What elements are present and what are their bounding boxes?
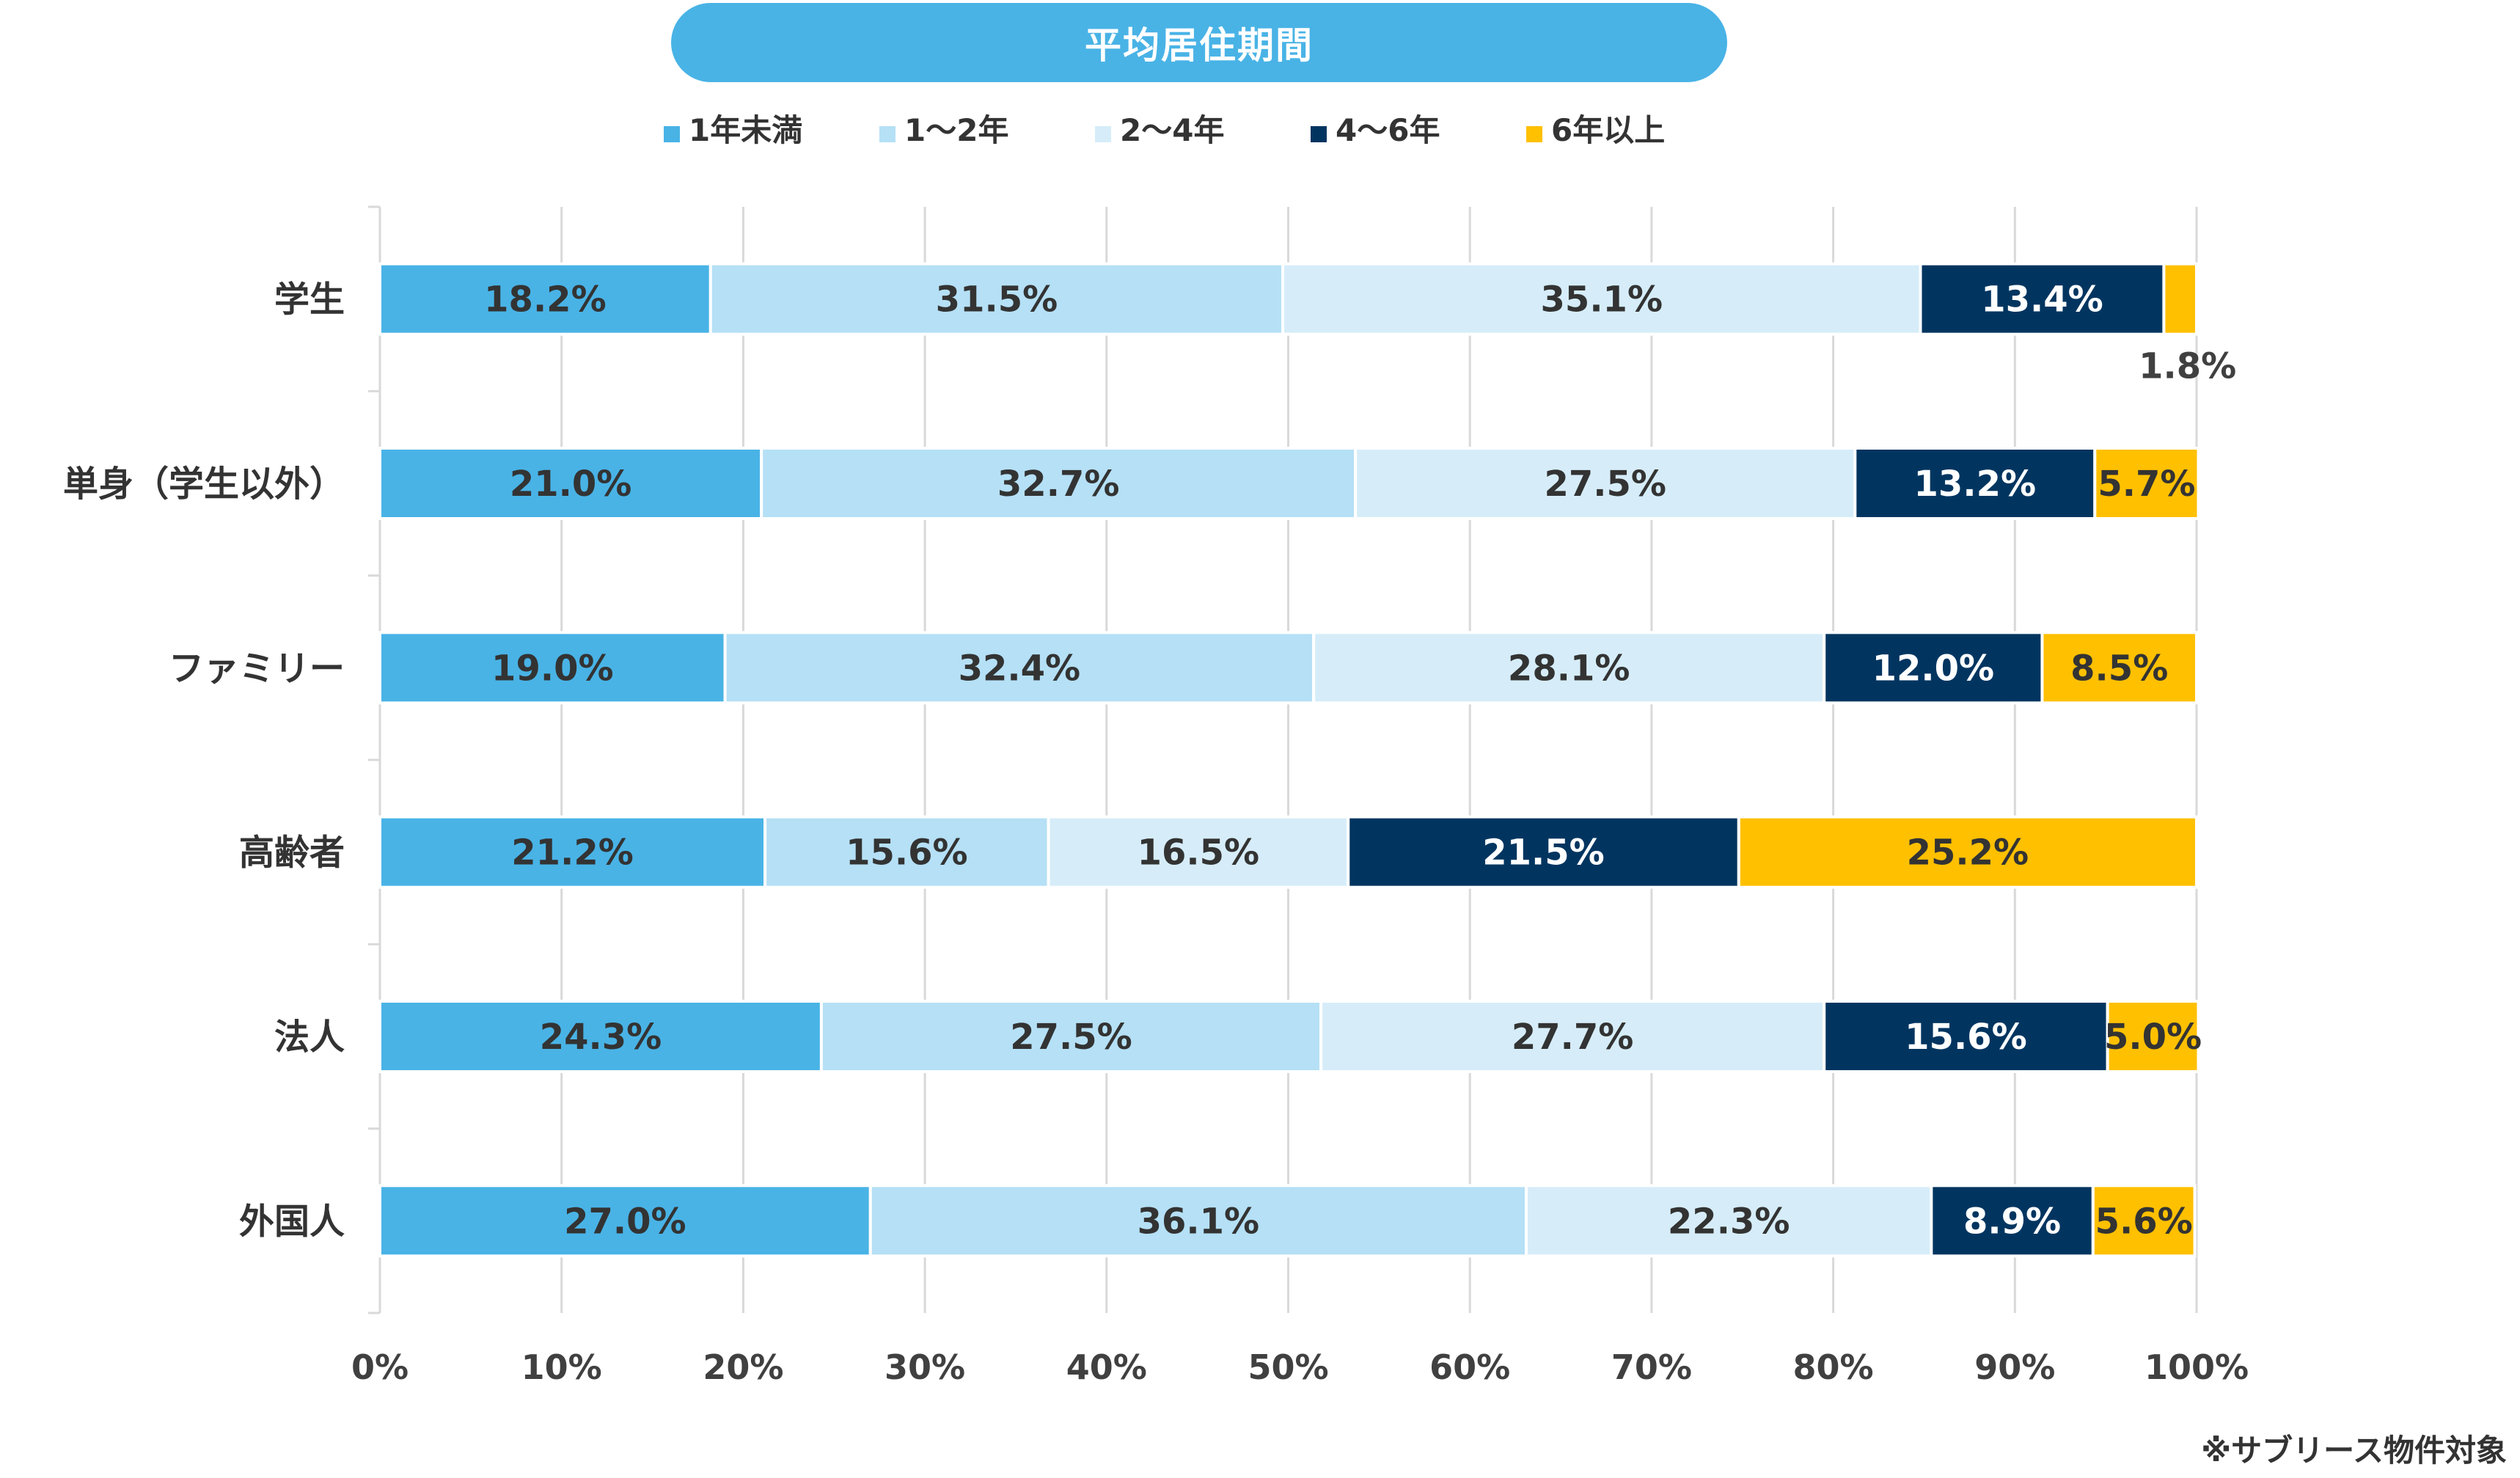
category-label: 法人 <box>274 1017 345 1058</box>
bar-segment <box>708 262 1285 336</box>
data-label: 27.5% <box>1544 464 1666 505</box>
data-label: 13.2% <box>1914 464 2037 505</box>
data-label: 5.0% <box>2104 1017 2202 1058</box>
bar-segment <box>1853 447 2097 520</box>
footnote: ※サブリース物件対象 <box>2201 1433 2507 1468</box>
bar-segment <box>819 1000 1323 1073</box>
data-label: 22.3% <box>1668 1201 1790 1242</box>
bar-segment <box>2040 631 2199 705</box>
data-label: 13.4% <box>1981 279 2103 321</box>
bar-segment <box>760 447 1358 520</box>
data-label: 25.2% <box>1907 833 2029 874</box>
category-label: 学生 <box>274 279 345 321</box>
x-tick-label: 80% <box>1793 1347 1874 1387</box>
data-label: 12.0% <box>1872 648 1995 689</box>
x-tick-label: 50% <box>1248 1347 1328 1387</box>
x-tick-label: 10% <box>521 1347 602 1387</box>
legend-label: 1年未満 <box>689 112 802 148</box>
legend-swatch <box>879 126 895 142</box>
data-label: 18.2% <box>484 279 607 321</box>
bar-segment <box>378 815 767 889</box>
data-label: 21.0% <box>510 464 632 505</box>
data-label: 5.7% <box>2098 464 2195 505</box>
bar-segment <box>763 815 1050 889</box>
bar-segment <box>1823 1000 2109 1073</box>
data-label: 27.7% <box>1512 1017 1634 1058</box>
data-label: 27.0% <box>564 1201 686 1242</box>
data-label: 16.5% <box>1138 833 1260 874</box>
x-tick-label: 20% <box>703 1347 783 1387</box>
x-tick-label: 30% <box>884 1347 965 1387</box>
bar-segment <box>723 631 1316 705</box>
bar-segment <box>1347 815 1740 889</box>
bar-segment <box>2162 262 2199 336</box>
data-label: 15.6% <box>1905 1017 2027 1058</box>
data-label: 35.1% <box>1541 279 1663 321</box>
legend-label: 4〜6年 <box>1336 112 1440 148</box>
category-label: 単身（学生以外） <box>63 464 345 505</box>
bar-segment <box>2091 1184 2197 1258</box>
legend-label: 6年以上 <box>1551 112 1665 148</box>
data-label: 32.7% <box>997 464 1120 505</box>
bar-segment <box>1047 815 1350 889</box>
legend-swatch <box>664 126 680 142</box>
data-label: 32.4% <box>959 648 1081 689</box>
chart-title: 平均居住期間 <box>671 3 1727 82</box>
bar-segment <box>378 631 727 705</box>
bar-segment <box>2106 1000 2200 1073</box>
data-label: 36.1% <box>1138 1201 1260 1242</box>
bar-segment <box>868 1184 1528 1258</box>
legend-swatch <box>1095 126 1111 142</box>
data-label: 8.5% <box>2070 648 2168 689</box>
bar-segment <box>1319 1000 1826 1073</box>
category-label: 外国人 <box>239 1201 345 1242</box>
x-tick-label: 60% <box>1429 1347 1510 1387</box>
legend-label: 2〜4年 <box>1120 112 1224 148</box>
bar-segment <box>1524 1184 1933 1258</box>
bar-segment <box>1823 631 2044 705</box>
data-label: 21.5% <box>1482 833 1605 874</box>
bar-segment <box>1737 815 2198 889</box>
x-tick-label: 40% <box>1066 1347 1147 1387</box>
bar-segment <box>1281 262 1922 336</box>
bar-segment <box>1312 631 1826 705</box>
bar-segment <box>378 1000 823 1073</box>
x-tick-label: 70% <box>1611 1347 1692 1387</box>
data-label: 21.2% <box>511 833 634 874</box>
data-label: 1.8% <box>2139 346 2236 387</box>
data-label: 24.3% <box>540 1017 662 1058</box>
x-tick-label: 100% <box>2144 1347 2249 1387</box>
data-label: 15.6% <box>846 833 968 874</box>
data-label: 5.6% <box>2095 1201 2193 1242</box>
data-label: 31.5% <box>936 279 1058 321</box>
category-label: ファミリー <box>169 648 345 689</box>
bar-segment <box>1930 1184 2095 1258</box>
data-label: 19.0% <box>491 648 614 689</box>
x-tick-label: 90% <box>1974 1347 2055 1387</box>
x-tick-label: 0% <box>351 1347 409 1387</box>
category-label: 高齢者 <box>239 833 345 874</box>
bar-segment <box>1354 447 1857 520</box>
bar-segment <box>378 262 712 336</box>
data-label: 8.9% <box>1963 1201 2061 1242</box>
data-label: 27.5% <box>1010 1017 1132 1058</box>
legend-swatch <box>1311 126 1327 142</box>
data-label: 28.1% <box>1508 648 1630 689</box>
bar-segment <box>1919 262 2166 336</box>
legend-label: 1〜2年 <box>904 112 1008 148</box>
legend-swatch <box>1526 126 1542 142</box>
bar-segment <box>2093 447 2200 520</box>
